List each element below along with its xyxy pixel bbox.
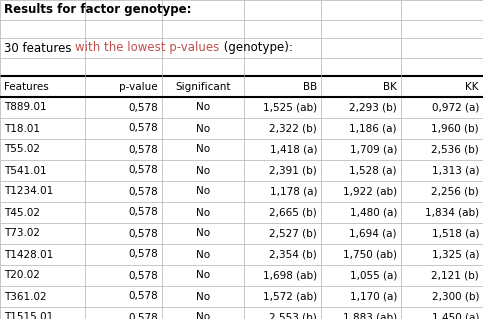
Text: T45.02: T45.02 [4, 207, 40, 218]
Text: T20.02: T20.02 [4, 271, 40, 280]
Text: No: No [196, 271, 210, 280]
Text: Features: Features [4, 81, 49, 92]
Text: 2,553 (b): 2,553 (b) [270, 313, 317, 319]
Text: (genotype):: (genotype): [219, 41, 292, 55]
Text: T541.01: T541.01 [4, 166, 47, 175]
Text: 1,186 (a): 1,186 (a) [349, 123, 397, 133]
Text: 2,391 (b): 2,391 (b) [270, 166, 317, 175]
Text: No: No [196, 249, 210, 259]
Text: 1,525 (ab): 1,525 (ab) [263, 102, 317, 113]
Text: BB: BB [303, 81, 317, 92]
Text: T361.02: T361.02 [4, 292, 47, 301]
Text: 30 features: 30 features [4, 41, 75, 55]
Text: with the lowest p-values: with the lowest p-values [75, 41, 219, 55]
Text: 1,709 (a): 1,709 (a) [350, 145, 397, 154]
Text: No: No [196, 187, 210, 197]
Text: T18.01: T18.01 [4, 123, 40, 133]
Text: T889.01: T889.01 [4, 102, 47, 113]
Text: 1,572 (ab): 1,572 (ab) [263, 292, 317, 301]
Text: 1,698 (ab): 1,698 (ab) [263, 271, 317, 280]
Text: 2,527 (b): 2,527 (b) [270, 228, 317, 239]
Text: 0,578: 0,578 [128, 102, 158, 113]
Text: T1234.01: T1234.01 [4, 187, 53, 197]
Text: 0,578: 0,578 [128, 207, 158, 218]
Text: Significant: Significant [175, 81, 230, 92]
Text: No: No [196, 292, 210, 301]
Text: 2,322 (b): 2,322 (b) [270, 123, 317, 133]
Text: 0,578: 0,578 [128, 166, 158, 175]
Text: No: No [196, 145, 210, 154]
Text: 1,883 (ab): 1,883 (ab) [343, 313, 397, 319]
Text: No: No [196, 228, 210, 239]
Text: 1,313 (a): 1,313 (a) [431, 166, 479, 175]
Text: T1515.01: T1515.01 [4, 313, 53, 319]
Text: 2,536 (b): 2,536 (b) [431, 145, 479, 154]
Text: 0,578: 0,578 [128, 249, 158, 259]
Text: 0,578: 0,578 [128, 313, 158, 319]
Text: 2,121 (b): 2,121 (b) [431, 271, 479, 280]
Text: 1,922 (ab): 1,922 (ab) [343, 187, 397, 197]
Text: BK: BK [383, 81, 397, 92]
Text: No: No [196, 123, 210, 133]
Text: 1,960 (b): 1,960 (b) [431, 123, 479, 133]
Text: 2,354 (b): 2,354 (b) [270, 249, 317, 259]
Text: 1,418 (a): 1,418 (a) [270, 145, 317, 154]
Text: 0,578: 0,578 [128, 145, 158, 154]
Text: 1,450 (a): 1,450 (a) [432, 313, 479, 319]
Text: 1,694 (a): 1,694 (a) [349, 228, 397, 239]
Text: 2,300 (b): 2,300 (b) [431, 292, 479, 301]
Text: 2,256 (b): 2,256 (b) [431, 187, 479, 197]
Text: 1,528 (a): 1,528 (a) [349, 166, 397, 175]
Text: Results for factor genotype:: Results for factor genotype: [4, 4, 191, 17]
Text: 0,578: 0,578 [128, 292, 158, 301]
Text: No: No [196, 102, 210, 113]
Text: 2,293 (b): 2,293 (b) [349, 102, 397, 113]
Text: p-value: p-value [119, 81, 158, 92]
Text: 0,578: 0,578 [128, 271, 158, 280]
Text: 1,170 (a): 1,170 (a) [350, 292, 397, 301]
Text: 1,834 (ab): 1,834 (ab) [425, 207, 479, 218]
Text: No: No [196, 207, 210, 218]
Text: No: No [196, 313, 210, 319]
Text: 0,578: 0,578 [128, 123, 158, 133]
Text: 1,480 (a): 1,480 (a) [350, 207, 397, 218]
Text: T55.02: T55.02 [4, 145, 40, 154]
Text: 1,178 (a): 1,178 (a) [270, 187, 317, 197]
Text: 1,325 (a): 1,325 (a) [431, 249, 479, 259]
Text: No: No [196, 166, 210, 175]
Text: 0,972 (a): 0,972 (a) [432, 102, 479, 113]
Text: T73.02: T73.02 [4, 228, 40, 239]
Text: KK: KK [466, 81, 479, 92]
Text: 1,518 (a): 1,518 (a) [431, 228, 479, 239]
Text: 1,750 (ab): 1,750 (ab) [343, 249, 397, 259]
Text: 0,578: 0,578 [128, 228, 158, 239]
Text: 1,055 (a): 1,055 (a) [350, 271, 397, 280]
Text: T1428.01: T1428.01 [4, 249, 53, 259]
Text: 0,578: 0,578 [128, 187, 158, 197]
Text: 2,665 (b): 2,665 (b) [270, 207, 317, 218]
